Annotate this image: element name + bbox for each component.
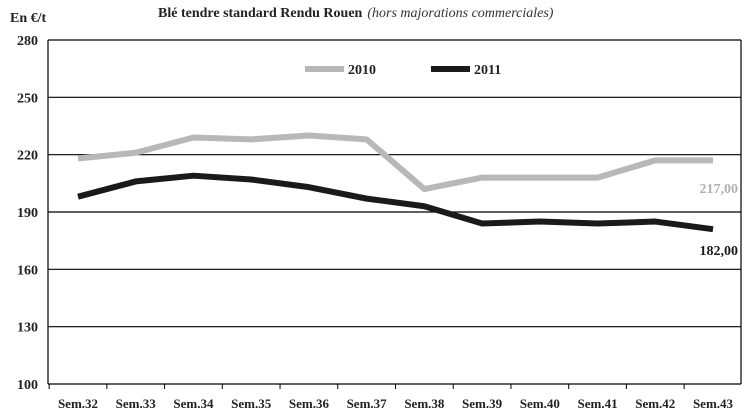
y-tick-label: 100 <box>17 378 38 393</box>
x-tick-label: Sem.42 <box>635 396 675 411</box>
x-tick-label: Sem.35 <box>231 396 272 411</box>
unit-label: En €/t <box>10 11 47 26</box>
x-tick-label: Sem.37 <box>347 396 388 411</box>
y-tick-label: 160 <box>17 263 38 278</box>
end-value-label-2010: 217,00 <box>700 182 739 197</box>
series-line-2011 <box>77 172 714 233</box>
y-tick-label: 130 <box>17 321 38 336</box>
x-tick-label: Sem.39 <box>462 396 503 411</box>
y-tick-label: 280 <box>17 34 38 49</box>
x-tick-label: Sem.34 <box>173 396 214 411</box>
chart-subtitle: (hors majorations commerciales) <box>367 6 553 21</box>
x-tick-label: Sem.40 <box>520 396 560 411</box>
y-tick-label: 220 <box>17 149 38 164</box>
x-tick-label: Sem.38 <box>404 396 445 411</box>
x-tick-label: Sem.33 <box>116 396 157 411</box>
chart-title: Blé tendre standard Rendu Rouen <box>158 6 363 21</box>
legend-label-2011: 2011 <box>474 63 501 78</box>
x-tick-label: Sem.36 <box>289 396 330 411</box>
series-line-2010 <box>77 132 713 193</box>
y-tick-label: 250 <box>17 91 38 106</box>
y-tick-label: 190 <box>17 206 38 221</box>
x-tick-label: Sem.41 <box>577 396 617 411</box>
x-tick-label: Sem.32 <box>58 396 98 411</box>
legend-label-2010: 2010 <box>348 63 376 78</box>
x-tick-label: Sem.43 <box>693 396 734 411</box>
end-value-label-2011: 182,00 <box>700 244 739 259</box>
